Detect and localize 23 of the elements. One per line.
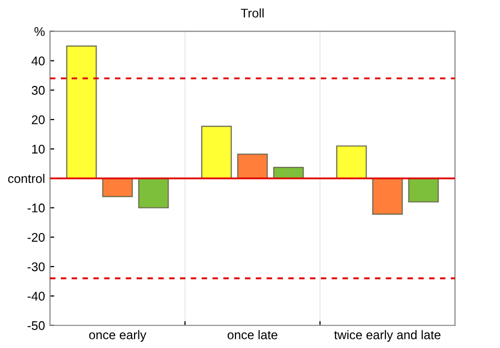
y-tick-label: 20 [32, 115, 45, 124]
x-tick-label: twice early and late [334, 330, 440, 342]
y-tick-label: 30 [32, 86, 45, 95]
y-tick-label: 40 [32, 56, 45, 66]
bar [408, 178, 439, 202]
y-tick-label: -50 [28, 321, 45, 330]
y-tick-label: -30 [28, 262, 45, 272]
bar [201, 126, 232, 179]
chart-title: Troll [240, 8, 264, 18]
bar [138, 178, 169, 208]
y-tick-label: % [34, 27, 45, 36]
bar [66, 45, 97, 179]
x-tick-label: once early [89, 330, 146, 342]
x-tick-label: once late [228, 330, 278, 340]
y-tick-label: -20 [28, 232, 45, 242]
y-tick-label: -40 [28, 292, 45, 301]
bar [102, 178, 133, 198]
y-tick-label: -10 [28, 204, 45, 212]
y-tick-label: 10 [32, 144, 45, 154]
y-tick-label: control [8, 174, 44, 183]
bar [372, 178, 403, 215]
bar [336, 145, 367, 179]
bar [237, 154, 268, 179]
